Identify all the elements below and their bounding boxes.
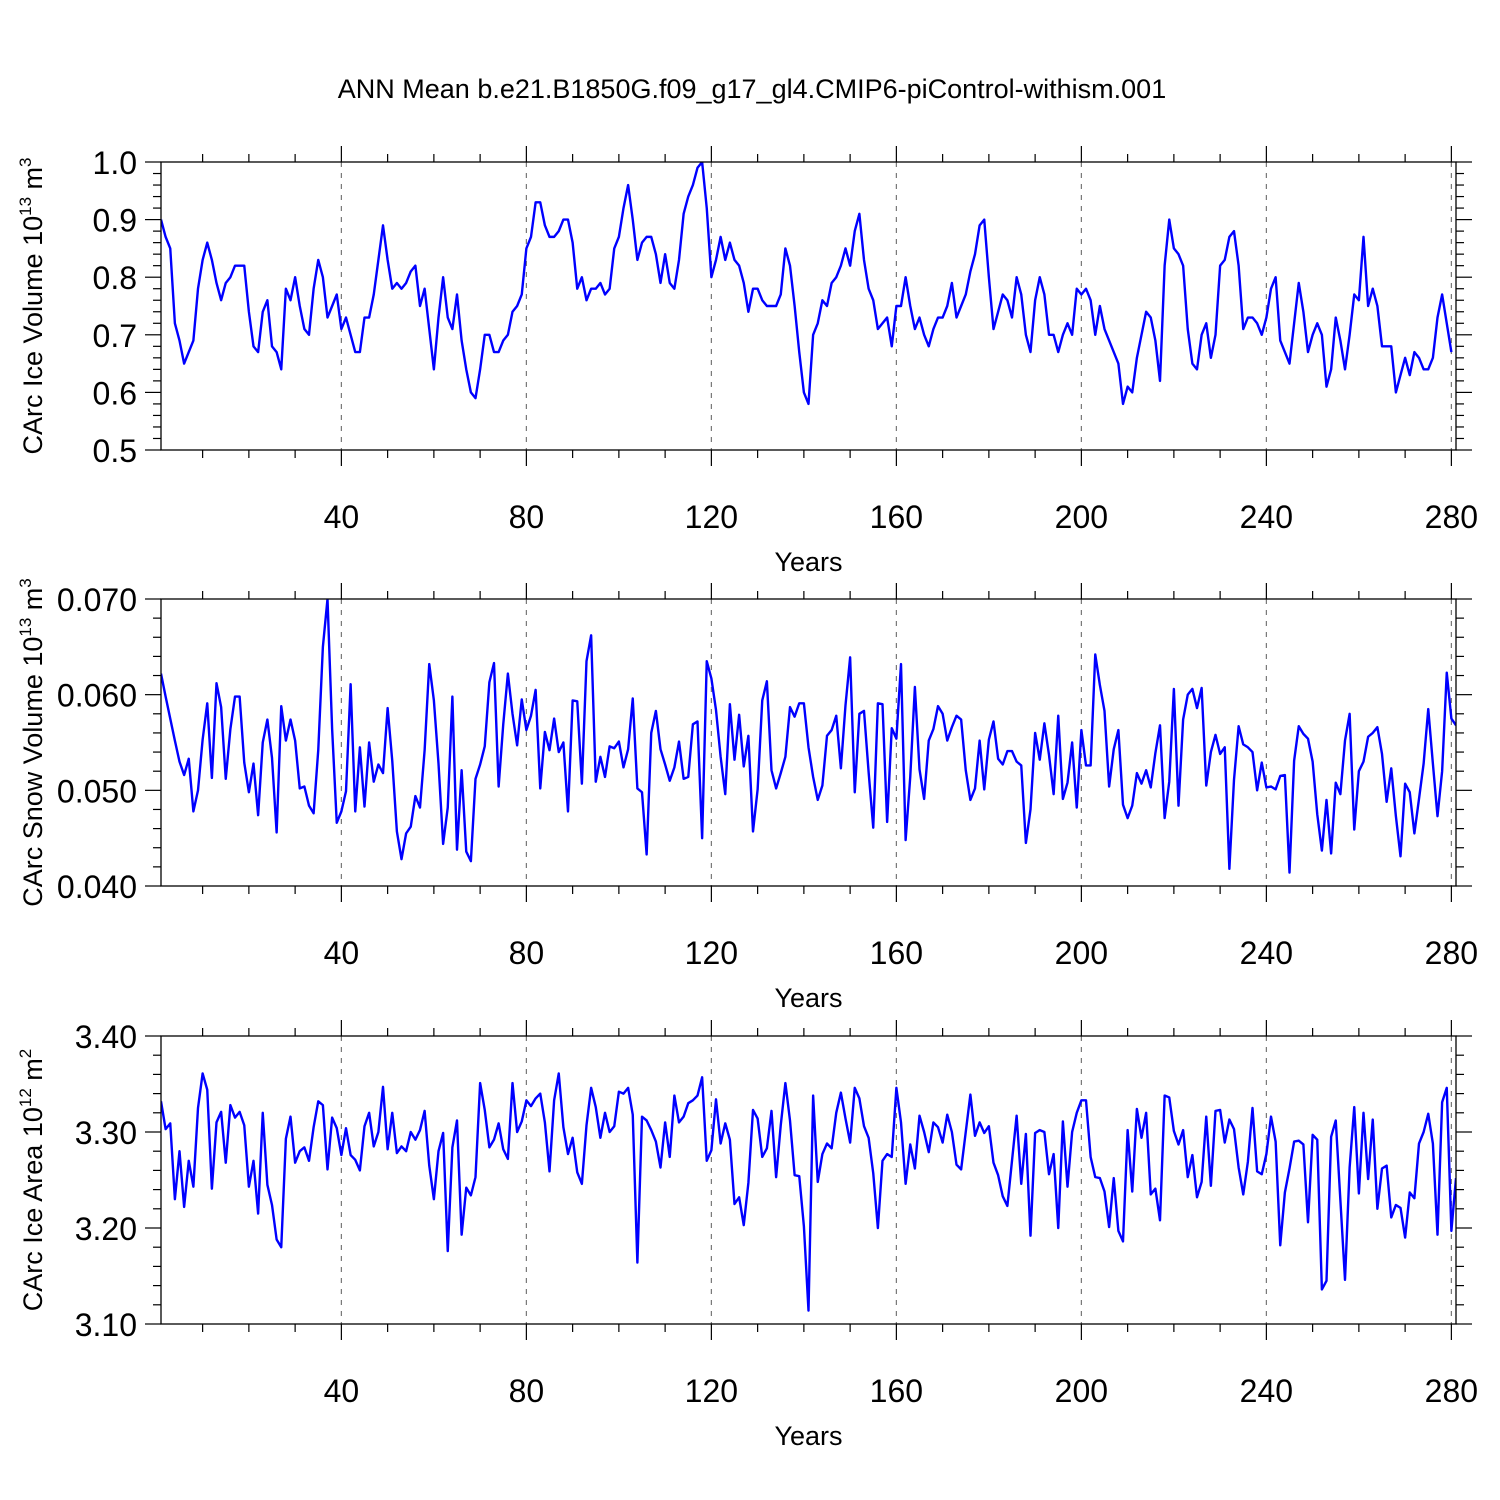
y-axis-label-superscript: 3 <box>16 157 35 166</box>
y-tick-label: 1.0 <box>93 145 137 181</box>
y-tick-label: 0.5 <box>93 433 137 469</box>
x-tick-label: 80 <box>509 1373 545 1409</box>
y-tick-label: 0.050 <box>57 773 137 809</box>
panel-3: 40 80 120 160 200 240 280 3.10 3.20 3.30 3.40 Years… <box>16 1019 1478 1451</box>
x-tick-label: 200 <box>1055 499 1108 535</box>
figure-title: ANN Mean b.e21.B1850G.f09_g17_gl4.CMIP6-… <box>338 74 1166 104</box>
y-axis-label-part: m <box>18 588 48 618</box>
x-tick-label: 120 <box>685 1373 738 1409</box>
data-series-line <box>161 162 1453 406</box>
panels: 40 80 120 160 200 240 2800.50.60.70.80.91.0Yea… <box>16 145 1478 1451</box>
x-tick-label: 160 <box>870 499 923 535</box>
x-tick-label: 280 <box>1425 935 1478 971</box>
y-tick-label: 0.6 <box>93 375 137 411</box>
x-tick-label: 160 <box>870 935 923 971</box>
x-axis-label: Years <box>774 1421 842 1451</box>
y-axis-label-superscript: 13 <box>16 197 35 216</box>
y-tick-label: 0.060 <box>57 678 137 714</box>
y-axis-label-part: m <box>18 167 48 197</box>
y-axis-label-superscript: 3 <box>16 578 35 587</box>
x-tick-label: 280 <box>1425 499 1478 535</box>
x-tick-label: 120 <box>685 935 738 971</box>
x-axis-label: Years <box>774 547 842 577</box>
y-tick-label: 3.30 <box>75 1115 137 1151</box>
panel-2: 40 80 120 160 200 240 280 0.040 0.050 0.060 0.070 Y… <box>16 578 1478 1013</box>
x-tick-label: 160 <box>870 1373 923 1409</box>
x-tick-label: 200 <box>1055 1373 1108 1409</box>
x-tick-label: 120 <box>685 499 738 535</box>
x-tick-label: 240 <box>1240 499 1293 535</box>
x-tick-label: 40 <box>324 1373 360 1409</box>
y-axis-label-superscript: 13 <box>16 618 35 637</box>
data-series-line <box>161 599 1456 874</box>
x-tick-label: 240 <box>1240 935 1293 971</box>
x-tick-label: 80 <box>509 499 545 535</box>
y-tick-label: 0.9 <box>93 203 137 239</box>
y-axis-label-part: CArc Snow Volume 10 <box>18 637 48 907</box>
data-series-line <box>161 1072 1456 1312</box>
y-tick-label: 0.040 <box>57 869 137 905</box>
x-tick-label: 280 <box>1425 1373 1478 1409</box>
y-tick-label: 3.40 <box>75 1019 137 1055</box>
x-tick-label: 40 <box>324 935 360 971</box>
y-axis-label-superscript: 12 <box>16 1088 35 1107</box>
y-axis-label: CArc Ice Area 1012 m2 <box>16 1049 48 1312</box>
panel-1: 40 80 120 160 200 240 280 0.5 0.6 0.7 0.8 0.9 1.0 Yea… <box>16 145 1478 577</box>
y-axis-label-part: CArc Ice Area 10 <box>18 1107 48 1311</box>
y-axis-label-superscript: 2 <box>16 1049 35 1058</box>
y-tick-label: 0.070 <box>57 582 137 618</box>
y-tick-label: 0.7 <box>93 318 137 354</box>
y-axis-label: CArc Ice Volume 1013 m3 <box>16 157 48 454</box>
x-axis-label: Years <box>774 983 842 1013</box>
y-tick-label: 0.8 <box>93 260 137 296</box>
plot-frame <box>160 1035 1457 1325</box>
x-tick-label: 240 <box>1240 1373 1293 1409</box>
plot-frame <box>160 161 1457 451</box>
x-tick-label: 40 <box>324 499 360 535</box>
x-tick-label: 200 <box>1055 935 1108 971</box>
y-axis-label-part: CArc Ice Volume 10 <box>18 216 48 455</box>
y-axis-label-part: m <box>18 1058 48 1088</box>
x-tick-label: 80 <box>509 935 545 971</box>
plot-frame <box>160 598 1457 887</box>
y-tick-label: 3.10 <box>75 1307 137 1343</box>
y-axis-label: CArc Snow Volume 1013 m3 <box>16 578 48 907</box>
y-tick-label: 3.20 <box>75 1211 137 1247</box>
